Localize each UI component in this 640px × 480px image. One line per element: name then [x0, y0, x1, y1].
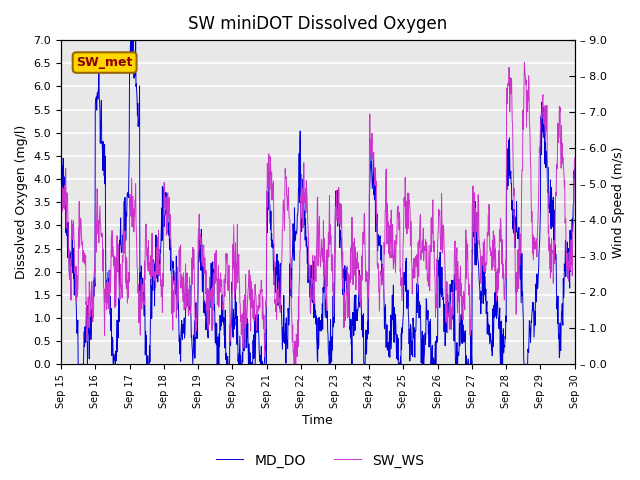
SW_WS	[291, 361, 298, 367]
Y-axis label: Dissolved Oxygen (mg/l): Dissolved Oxygen (mg/l)	[15, 125, 28, 279]
SW_WS	[57, 193, 65, 199]
MD_DO	[571, 166, 579, 172]
SW_WS	[159, 270, 166, 276]
SW_WS	[229, 242, 237, 248]
MD_DO	[74, 361, 82, 367]
MD_DO	[511, 211, 518, 217]
SW_WS	[172, 271, 179, 277]
Line: SW_WS: SW_WS	[61, 62, 575, 364]
MD_DO	[230, 306, 237, 312]
Line: MD_DO: MD_DO	[61, 40, 575, 364]
MD_DO	[127, 37, 135, 43]
Legend: MD_DO, SW_WS: MD_DO, SW_WS	[210, 448, 430, 473]
SW_WS	[571, 156, 579, 161]
Y-axis label: Wind Speed (m/s): Wind Speed (m/s)	[612, 146, 625, 258]
MD_DO	[172, 291, 180, 297]
SW_WS	[397, 275, 405, 280]
MD_DO	[465, 361, 473, 367]
Title: SW miniDOT Dissolved Oxygen: SW miniDOT Dissolved Oxygen	[188, 15, 447, 33]
MD_DO	[398, 325, 406, 331]
SW_WS	[465, 292, 472, 298]
X-axis label: Time: Time	[303, 414, 333, 427]
SW_WS	[520, 60, 528, 65]
MD_DO	[57, 192, 65, 198]
MD_DO	[159, 185, 167, 191]
SW_WS	[510, 185, 518, 191]
Text: SW_met: SW_met	[76, 56, 133, 69]
